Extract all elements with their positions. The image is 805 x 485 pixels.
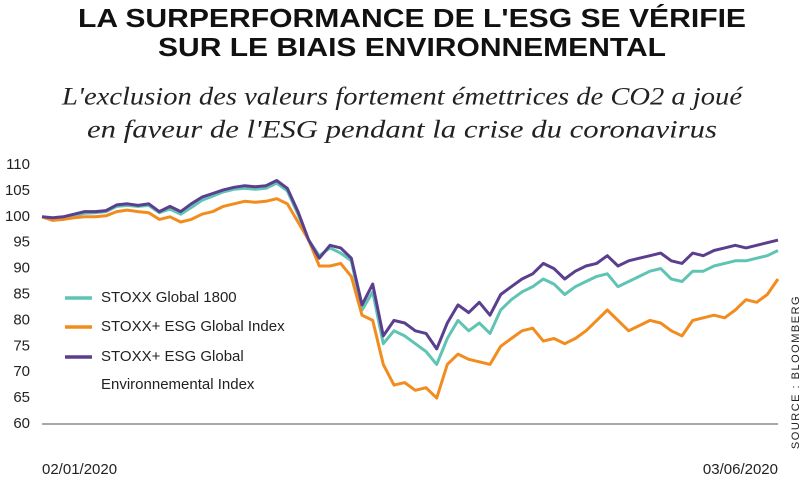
y-tick-label: 60 [13, 415, 30, 432]
y-tick-label: 95 [13, 234, 30, 251]
y-tick-label: 90 [13, 260, 30, 277]
x-tick-label: 02/01/2020 [42, 461, 117, 478]
legend-label: STOXX+ ESG Global Index [101, 318, 285, 335]
source: SOURCE : BLOOMBERG [790, 295, 802, 449]
chart-subtitle: en faveur de l'ESG pendant la crise du c… [87, 117, 717, 144]
chart-subtitle: L'exclusion des valeurs fortement émettr… [61, 84, 743, 111]
y-tick-label: 85 [13, 285, 30, 302]
y-tick-label: 110 [6, 156, 30, 173]
legend-label: STOXX Global 1800 [101, 289, 237, 306]
y-tick-label: 65 [13, 389, 30, 406]
chart-title: SUR LE BIAIS ENVIRONNEMENTAL [158, 32, 666, 62]
y-tick-label: 80 [13, 311, 30, 328]
series-line [41, 181, 779, 366]
chart-title: LA SURPERFORMANCE DE L'ESG SE VÉRIFIE [78, 3, 746, 33]
series-line [41, 197, 780, 400]
y-tick-label: 105 [5, 182, 30, 199]
series-line [41, 179, 779, 351]
x-tick-label: 03/06/2020 [703, 461, 778, 478]
y-tick-label: 75 [13, 337, 30, 354]
y-tick-label: 100 [5, 208, 30, 225]
y-tick-label: 70 [13, 363, 30, 380]
legend-label: STOXX+ ESG Global Environnemental Index [101, 348, 255, 393]
